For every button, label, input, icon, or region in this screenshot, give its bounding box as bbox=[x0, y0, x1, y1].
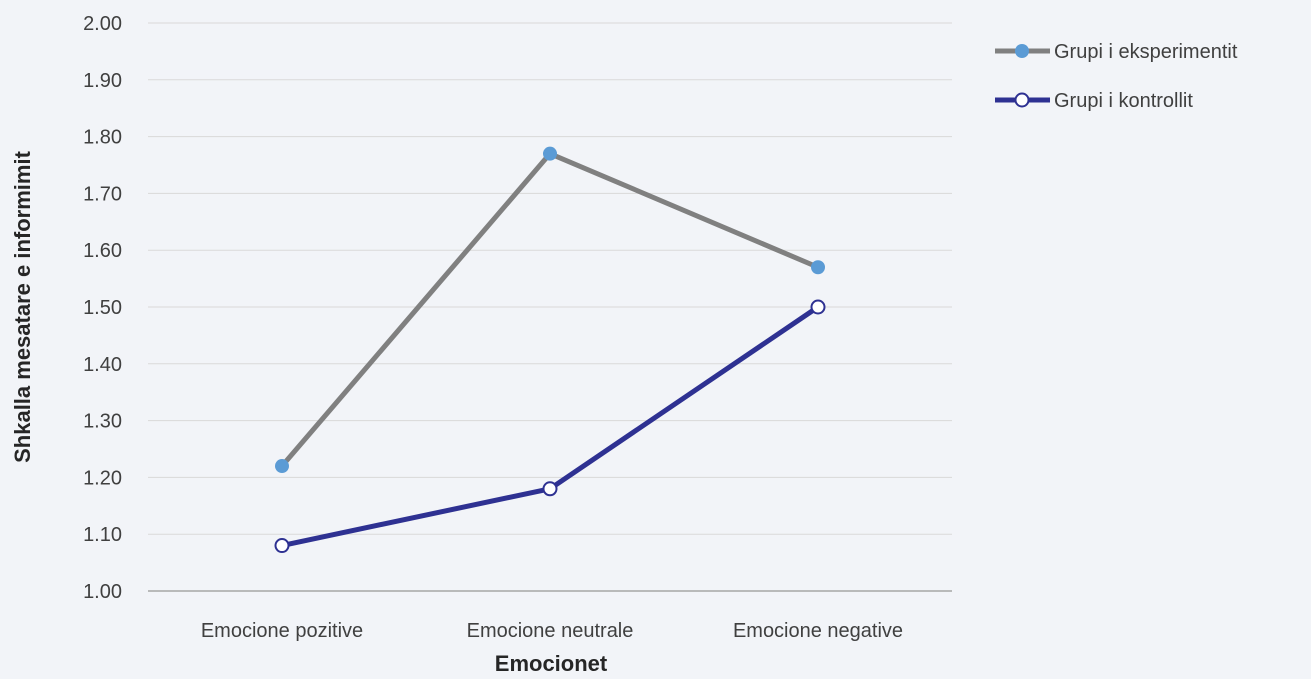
y-tick-label: 1.40 bbox=[83, 354, 122, 376]
y-tick-label: 1.60 bbox=[83, 240, 122, 262]
y-tick-label: 1.70 bbox=[83, 183, 122, 205]
y-tick-label: 1.50 bbox=[83, 297, 122, 319]
legend-label: Grupi i eksperimentit bbox=[1054, 41, 1238, 63]
data-point bbox=[810, 299, 826, 315]
data-point bbox=[275, 459, 289, 474]
y-tick-label: 2.00 bbox=[83, 13, 122, 35]
y-tick-label: 1.30 bbox=[83, 411, 122, 433]
series-line-1 bbox=[279, 304, 821, 549]
series-layer bbox=[274, 146, 826, 554]
data-point bbox=[811, 260, 825, 275]
axes: 1.00 1.10 1.20 1.30 1.40 1.50 1.60 1.70 1.80 1.90… bbox=[83, 13, 952, 642]
gridlines bbox=[148, 22, 952, 535]
data-point bbox=[274, 538, 290, 554]
legend-marker bbox=[1014, 92, 1030, 108]
y-tick-label: 1.80 bbox=[83, 127, 122, 149]
x-tick-label: Emocione neutrale bbox=[467, 620, 634, 642]
legend-label: Grupi i kontrollit bbox=[1054, 90, 1193, 112]
series-line-0 bbox=[279, 151, 821, 469]
legend: Grupi i eksperimentit Grupi i kontrollit bbox=[995, 41, 1238, 112]
y-tick-label: 1.10 bbox=[83, 524, 122, 546]
x-tick-label: Emocione pozitive bbox=[201, 620, 363, 642]
y-axis-title: Shkalla mesatare e informimit bbox=[10, 150, 35, 462]
x-axis-title: Emocionet bbox=[495, 651, 608, 676]
y-tick-label: 1.00 bbox=[83, 581, 122, 603]
x-tick-label: Emocione negative bbox=[733, 620, 903, 642]
y-tick-label: 1.90 bbox=[83, 70, 122, 92]
y-tick-label: 1.20 bbox=[83, 467, 122, 489]
legend-marker bbox=[1015, 44, 1029, 58]
data-point bbox=[543, 146, 557, 161]
data-point bbox=[542, 481, 558, 497]
